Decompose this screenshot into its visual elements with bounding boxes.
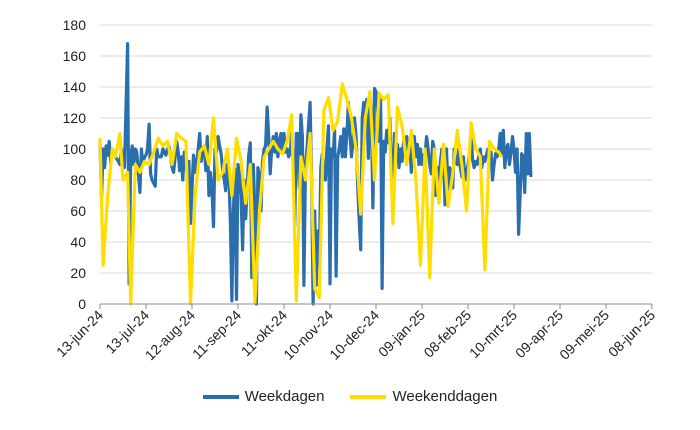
x-tick-label: 09-mei-25 [556, 307, 612, 363]
y-tick-label: 140 [63, 79, 87, 95]
x-tick-label: 11-sep-24 [189, 307, 244, 362]
y-tick-label: 180 [63, 17, 87, 33]
y-tick-label: 20 [70, 265, 86, 281]
y-tick-label: 40 [70, 234, 86, 250]
legend-swatch-weekenddagen [350, 394, 387, 399]
y-tick-label: 60 [70, 203, 86, 219]
legend-item-weekdagen: Weekdagen [202, 388, 325, 405]
y-tick-label: 160 [63, 48, 87, 64]
x-tick-label: 10-mrt-25 [466, 307, 520, 361]
x-tick-label: 12-aug-24 [142, 307, 199, 364]
y-tick-label: 120 [63, 110, 87, 126]
y-axis-ticks: 0 20 40 60 80 100 120 140 160 180 [63, 17, 87, 312]
x-tick-label: 08-jun-25 [605, 307, 658, 360]
y-tick-label: 0 [78, 296, 86, 312]
x-axis-ticks: 13-jun-2413-jul-2412-aug-2411-sep-2411-o… [53, 304, 658, 363]
legend-item-weekenddagen: Weekenddagen [350, 388, 497, 405]
x-tick-label: 13-jun-24 [53, 307, 106, 360]
legend: Weekdagen Weekenddagen [0, 388, 700, 405]
legend-swatch-weekdagen [202, 394, 239, 399]
series-line-weekenddagen [98, 82, 504, 306]
y-tick-label: 100 [63, 141, 87, 157]
y-tick-label: 80 [70, 172, 86, 188]
x-tick-label: 08-feb-25 [420, 307, 474, 361]
x-tick-label: 10-dec-24 [326, 307, 382, 363]
line-chart: 0 20 40 60 80 100 120 140 160 180 13-jun-2413-jul… [53, 17, 658, 363]
x-tick-label: 09-jan-25 [375, 307, 428, 360]
series-lines [98, 41, 533, 306]
legend-label-weekenddagen: Weekenddagen [392, 388, 498, 405]
legend-label-weekdagen: Weekdagen [244, 388, 325, 405]
